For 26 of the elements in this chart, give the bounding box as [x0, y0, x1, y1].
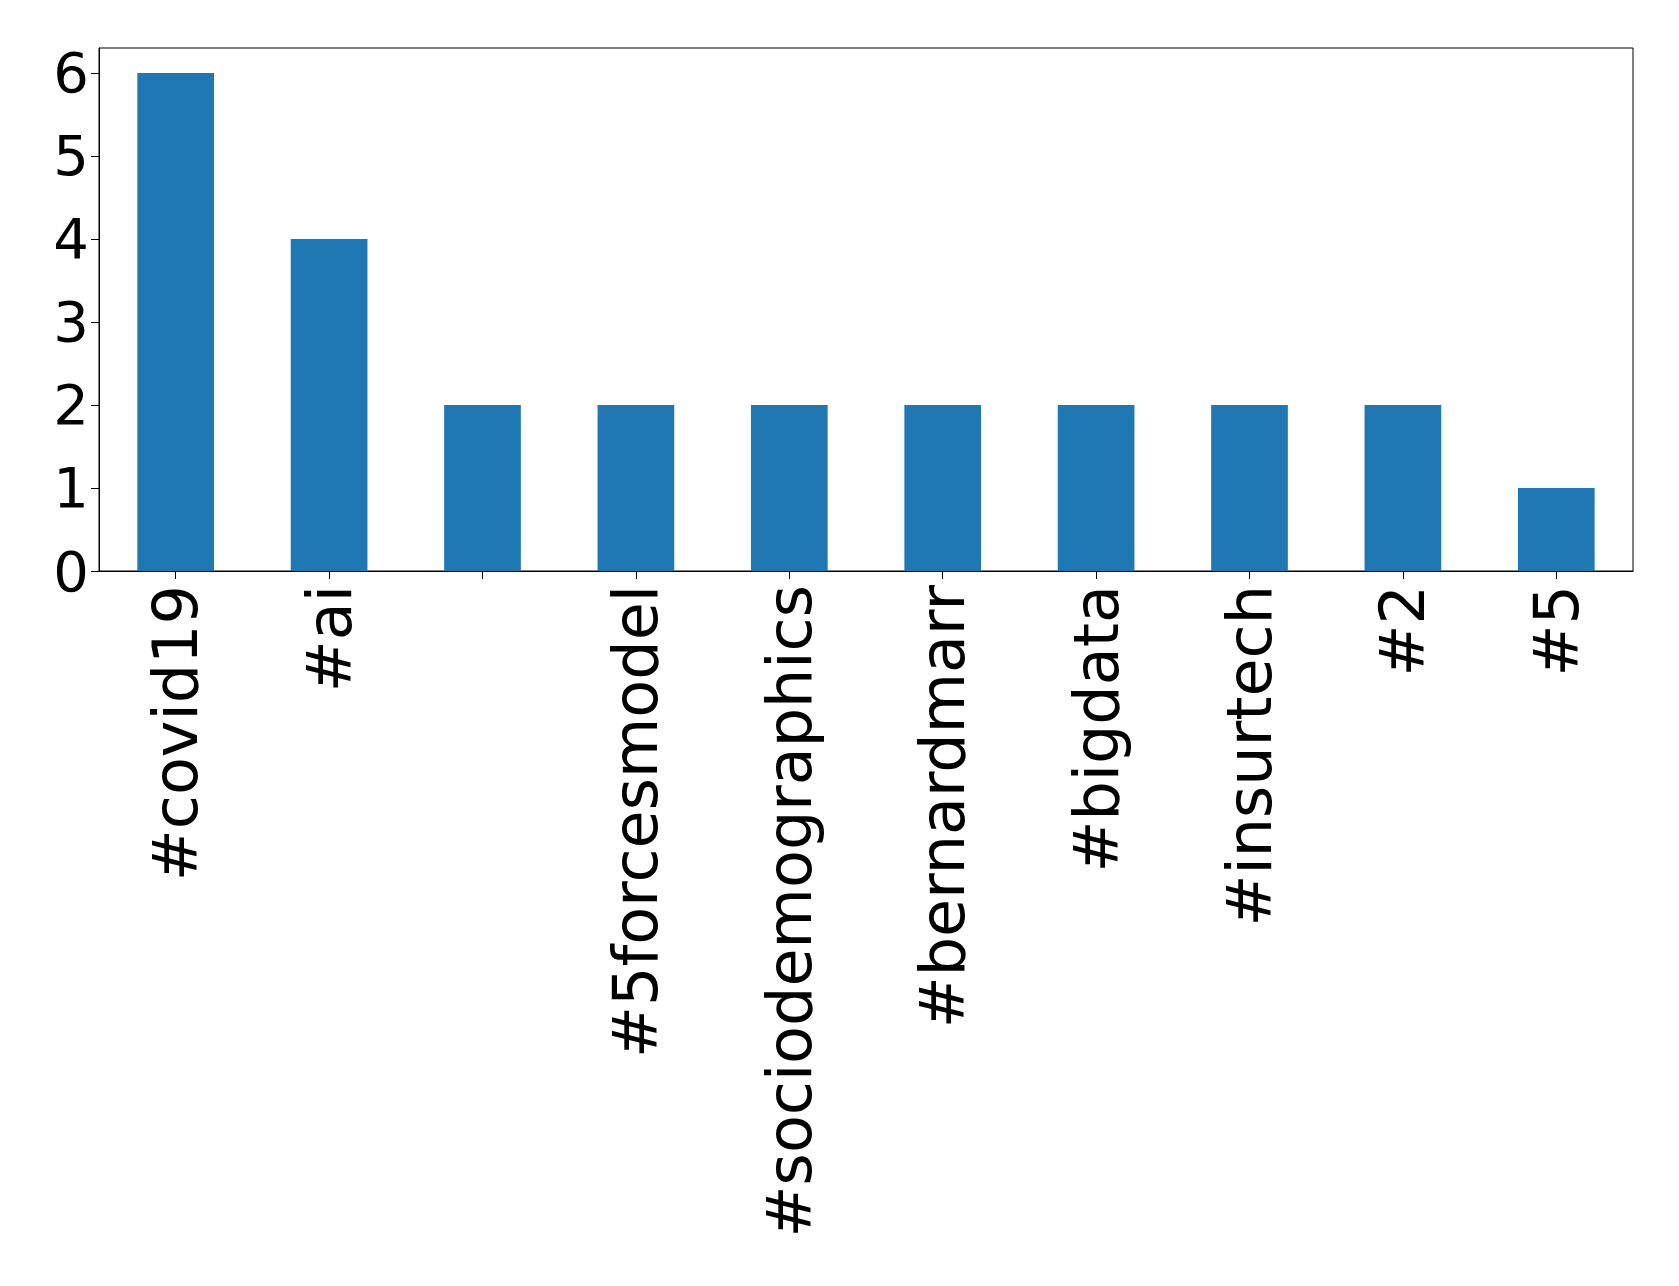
x-tick-label: #5forcesmodel	[599, 585, 673, 1058]
x-tick-label: #ai	[292, 585, 366, 693]
y-tick-label: 4	[53, 206, 89, 272]
y-tick-label: 0	[53, 538, 89, 604]
bar	[137, 72, 215, 571]
x-tick-label: #bigdata	[1059, 585, 1133, 873]
bar	[904, 404, 982, 571]
bar	[750, 404, 828, 571]
bar	[1364, 404, 1442, 571]
y-tick-label: 2	[53, 372, 89, 438]
bar	[1517, 487, 1595, 571]
bar	[290, 238, 368, 571]
y-tick-label: 6	[53, 40, 89, 106]
x-tick-label: #5	[1519, 585, 1593, 677]
y-tick-label: 3	[53, 289, 89, 355]
x-tick-label: #sociodemographics	[752, 585, 826, 1238]
y-tick-label: 1	[53, 455, 89, 521]
bar	[1057, 404, 1135, 571]
x-tick-label: #2	[1366, 585, 1440, 677]
x-tick-label: #insurtech	[1213, 585, 1286, 927]
x-tick-label: #covid19	[139, 585, 213, 882]
x-tick-label: #bernardmarr	[906, 584, 980, 1029]
y-tick-label: 5	[53, 123, 89, 189]
bar	[444, 404, 521, 571]
bar	[597, 404, 675, 571]
bar	[1211, 404, 1288, 571]
